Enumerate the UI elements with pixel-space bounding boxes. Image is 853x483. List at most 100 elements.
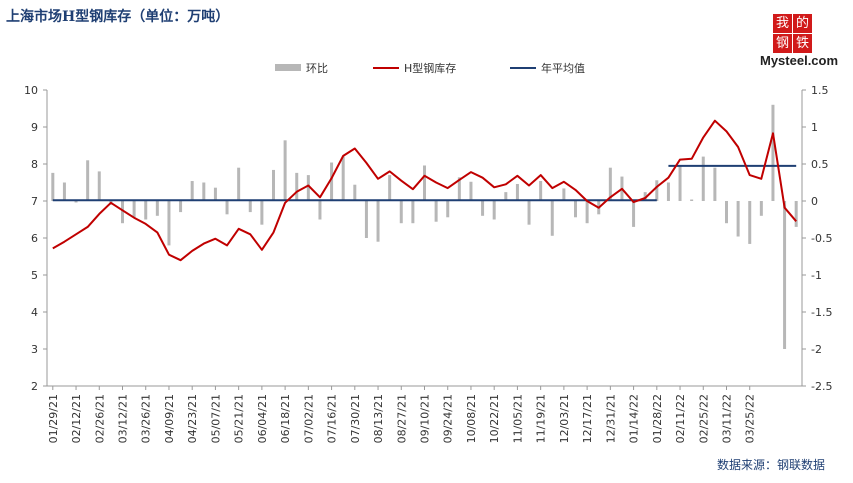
x-tick-label: 04/23/21 xyxy=(186,394,199,443)
change-bar xyxy=(51,172,55,201)
logo-char: 我 xyxy=(773,14,792,33)
change-bar xyxy=(481,201,485,216)
x-tick-label: 10/08/21 xyxy=(465,394,478,443)
x-tick-label: 02/11/22 xyxy=(674,394,687,443)
change-bar xyxy=(144,201,148,220)
x-tick-label: 02/25/22 xyxy=(697,394,710,443)
change-bar xyxy=(539,181,543,201)
change-bar xyxy=(260,201,264,225)
left-tick-label: 10 xyxy=(24,84,38,97)
right-tick-label: -2.5 xyxy=(811,380,832,393)
change-bar xyxy=(690,199,694,201)
change-bar xyxy=(504,192,508,201)
change-bar xyxy=(62,182,66,201)
change-bar xyxy=(643,192,647,201)
change-bar xyxy=(434,201,438,222)
change-bar xyxy=(574,201,577,218)
x-tick-label: 05/07/21 xyxy=(209,394,222,443)
change-bar xyxy=(725,201,728,224)
change-bar xyxy=(225,201,229,215)
change-bar xyxy=(213,187,217,201)
change-bar xyxy=(748,201,752,244)
change-bar xyxy=(121,201,124,224)
change-bar xyxy=(771,104,775,201)
change-bar xyxy=(469,181,473,201)
chart-title: 上海市场H型钢库存（单位：万吨） xyxy=(6,9,230,25)
x-tick-label: 03/11/22 xyxy=(721,394,734,443)
change-bar xyxy=(376,201,380,242)
x-tick-label: 02/12/21 xyxy=(70,394,83,443)
change-bar xyxy=(97,171,101,201)
x-tick-label: 01/28/22 xyxy=(651,394,664,443)
x-tick-label: 02/26/21 xyxy=(93,394,106,443)
x-tick-label: 06/18/21 xyxy=(279,394,292,443)
x-tick-label: 01/29/21 xyxy=(47,394,60,443)
change-bar xyxy=(527,201,531,225)
legend-label-change: 环比 xyxy=(306,62,328,75)
change-bar xyxy=(388,175,392,201)
change-bar xyxy=(248,201,252,213)
change-bar xyxy=(132,201,136,218)
x-tick-label: 01/14/22 xyxy=(628,394,641,443)
x-tick-label: 07/16/21 xyxy=(326,394,339,443)
change-bar xyxy=(411,201,415,224)
change-bar xyxy=(562,188,566,201)
change-bar xyxy=(306,175,310,201)
left-tick-label: 7 xyxy=(31,195,38,208)
left-tick-label: 5 xyxy=(31,269,38,282)
x-tick-label: 12/31/21 xyxy=(604,394,617,443)
change-bar xyxy=(457,177,461,201)
right-tick-label: -0.5 xyxy=(811,232,832,245)
change-bar xyxy=(701,156,705,201)
change-bar xyxy=(713,167,717,201)
logo-char: 铁 xyxy=(793,34,812,53)
right-tick-label: -1 xyxy=(811,269,822,282)
change-bar xyxy=(794,201,798,227)
change-bar xyxy=(423,165,426,201)
right-tick-label: 0 xyxy=(811,195,818,208)
change-bar xyxy=(190,181,194,201)
change-bar xyxy=(74,201,78,203)
change-bar xyxy=(283,140,287,201)
change-bar xyxy=(237,167,241,201)
change-bar xyxy=(550,201,554,236)
left-tick-label: 8 xyxy=(31,158,38,171)
x-tick-label: 03/12/21 xyxy=(117,394,130,443)
mysteel-logo: 我 的 钢 铁 Mysteel.com xyxy=(760,14,838,68)
inventory-line xyxy=(52,119,797,262)
x-tick-label: 10/22/21 xyxy=(488,394,501,443)
legend-swatch-change xyxy=(275,64,301,71)
legend-label-average: 年平均值 xyxy=(541,61,585,75)
change-bar xyxy=(364,201,368,238)
left-tick-label: 9 xyxy=(31,121,38,134)
x-tick-label: 07/02/21 xyxy=(302,394,315,443)
change-bar xyxy=(655,180,659,201)
change-bar xyxy=(759,201,763,216)
x-tick-label: 04/09/21 xyxy=(163,394,176,443)
x-tick-label: 11/19/21 xyxy=(535,394,548,443)
left-tick-label: 2 xyxy=(31,380,38,393)
change-bar xyxy=(202,182,206,201)
change-bar xyxy=(492,201,496,220)
change-bar xyxy=(678,165,682,201)
x-tick-label: 03/25/22 xyxy=(744,394,757,443)
change-bar xyxy=(353,184,357,201)
change-bar xyxy=(318,201,322,220)
x-tick-label: 12/03/21 xyxy=(558,394,571,443)
change-bar xyxy=(295,172,299,201)
change-bar xyxy=(272,169,275,201)
logo-char: 的 xyxy=(793,14,812,33)
left-tick-label: 4 xyxy=(31,306,38,319)
left-tick-label: 6 xyxy=(31,232,38,245)
change-bar xyxy=(585,201,589,224)
data-source: 数据来源：钢联数据 xyxy=(716,458,825,472)
x-tick-label: 09/10/21 xyxy=(419,394,432,443)
change-bar xyxy=(515,183,519,201)
right-tick-label: -1.5 xyxy=(811,306,832,319)
change-bar xyxy=(86,160,90,201)
change-bar xyxy=(399,201,403,224)
change-bar xyxy=(666,182,670,201)
right-tick-label: 1.5 xyxy=(811,84,829,97)
x-tick-label: 06/04/21 xyxy=(256,394,269,443)
x-tick-label: 07/30/21 xyxy=(349,394,362,443)
